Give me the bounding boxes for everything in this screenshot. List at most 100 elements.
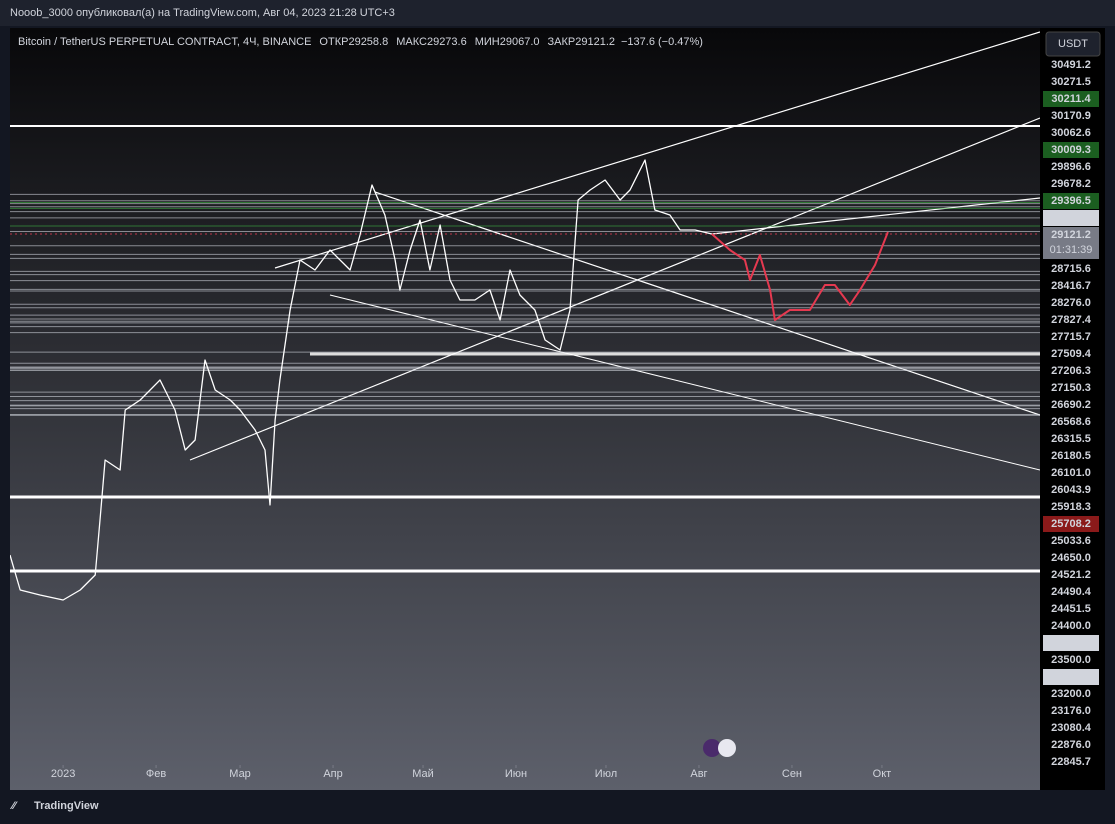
x-tick-label: Июл xyxy=(595,768,617,780)
price-badge xyxy=(1043,261,1099,277)
price-label: 29121.2 xyxy=(1051,229,1091,241)
legend: Bitcoin / TetherUS PERPETUAL CONTRACT, 4… xyxy=(18,36,703,48)
price-badge xyxy=(1043,567,1099,583)
price-badge xyxy=(1043,686,1099,702)
ohlc-name: ЗАКР xyxy=(548,36,576,48)
price-label: 30491.2 xyxy=(1051,59,1091,71)
price-badge xyxy=(1043,550,1099,566)
price-badge xyxy=(1043,465,1099,481)
price-badge xyxy=(1043,635,1099,651)
price-label: 24650.0 xyxy=(1051,552,1091,564)
trend-line xyxy=(374,191,1040,416)
price-label: 23355.0 xyxy=(1051,671,1091,683)
event-icons xyxy=(703,739,736,757)
legend-title: Bitcoin / TetherUS PERPETUAL CONTRACT, 4… xyxy=(18,36,311,48)
price-badge xyxy=(1043,482,1099,498)
price-badge xyxy=(1043,380,1099,396)
currency-button[interactable]: USDT xyxy=(1045,31,1101,57)
price-line xyxy=(10,159,713,601)
price-label: 30170.9 xyxy=(1051,110,1091,122)
price-label: 23500.0 xyxy=(1051,654,1091,666)
price-label: 26043.9 xyxy=(1051,484,1091,496)
price-badge xyxy=(1043,57,1099,73)
ohlc-name: ОТКР xyxy=(319,36,348,48)
plot xyxy=(10,31,1040,601)
price-badge xyxy=(1043,329,1099,345)
trend-line xyxy=(274,31,1040,269)
price-label: 25708.2 xyxy=(1051,518,1091,530)
price-badge xyxy=(1043,618,1099,634)
x-tick-label: Мар xyxy=(229,768,251,780)
price-badge xyxy=(1043,193,1099,209)
price-label: 26690.2 xyxy=(1051,399,1091,411)
price-label: 22876.0 xyxy=(1051,739,1091,751)
countdown: 01:31:39 xyxy=(1050,244,1093,256)
x-tick-label: Авг xyxy=(690,768,707,780)
x-tick-label: Апр xyxy=(323,768,342,780)
price-label: 28715.6 xyxy=(1051,263,1091,275)
price-badge xyxy=(1043,601,1099,617)
price-badge xyxy=(1043,584,1099,600)
price-label: 27206.3 xyxy=(1051,365,1091,377)
price-badge xyxy=(1043,431,1099,447)
header-title: Nooob_3000 опубликовал(а) на TradingView… xyxy=(10,7,395,19)
price-badge xyxy=(1043,669,1099,685)
price-label: 27150.3 xyxy=(1051,382,1091,394)
price-label: 27715.7 xyxy=(1051,331,1091,343)
trend-line xyxy=(329,294,1040,471)
price-label: 28276.0 xyxy=(1051,297,1091,309)
price-label: 25033.6 xyxy=(1051,535,1091,547)
price-badge xyxy=(1043,414,1099,430)
price-badge xyxy=(1043,108,1099,124)
price-badge xyxy=(1043,91,1099,107)
price-label: 30271.5 xyxy=(1051,76,1091,88)
ohlc-value: 29273.6 xyxy=(427,36,467,48)
price-badge xyxy=(1043,533,1099,549)
price-badge xyxy=(1043,720,1099,736)
price-label: 30062.6 xyxy=(1051,127,1091,139)
header-bar xyxy=(0,0,1115,26)
logo: ⁄⁄ xyxy=(9,800,18,812)
price-label: 24490.4 xyxy=(1051,586,1092,598)
price-label: 27509.4 xyxy=(1051,348,1092,360)
price-badge xyxy=(1043,346,1099,362)
price-badge xyxy=(1043,142,1099,158)
price-badge xyxy=(1043,363,1099,379)
price-label: 28416.7 xyxy=(1051,280,1091,292)
ohlc-value: 29258.8 xyxy=(348,36,388,48)
x-tick-label: Сен xyxy=(782,768,802,780)
price-label: 29678.2 xyxy=(1051,178,1091,190)
price-label: 24400.0 xyxy=(1051,620,1091,632)
price-label: 27827.4 xyxy=(1051,314,1092,326)
price-label: 24451.5 xyxy=(1051,603,1091,615)
currency[interactable]: USDT xyxy=(1058,38,1088,50)
price-label: 23650.0 xyxy=(1051,637,1091,649)
currency-button-bg[interactable] xyxy=(1045,31,1101,57)
price-label: 23080.4 xyxy=(1051,722,1092,734)
x-tick-label: Фев xyxy=(146,768,166,780)
price-label: 26101.0 xyxy=(1051,467,1091,479)
price-label: 24521.2 xyxy=(1051,569,1091,581)
ohlc-value: 29121.2 xyxy=(575,36,615,48)
change: −137.6 (−0.47%) xyxy=(621,36,703,48)
icon xyxy=(718,739,736,757)
price-label: 25918.3 xyxy=(1051,501,1091,513)
brand: TradingView xyxy=(34,800,99,812)
price-line xyxy=(711,231,889,321)
x-tick-label: Июн xyxy=(505,768,527,780)
price-label: 22845.7 xyxy=(1051,756,1091,768)
price-badge xyxy=(1043,295,1099,311)
price-badge xyxy=(1043,210,1099,226)
price-badge xyxy=(1043,227,1099,259)
price-label: 23200.0 xyxy=(1051,688,1091,700)
price-badge xyxy=(1043,516,1099,532)
price-label: 30009.3 xyxy=(1051,144,1091,156)
price-badge xyxy=(1043,125,1099,141)
price-label: 29396.5 xyxy=(1051,195,1091,207)
price-label: 26315.5 xyxy=(1051,433,1091,445)
icon xyxy=(703,739,721,757)
price-label: 26568.6 xyxy=(1051,416,1091,428)
price-badge xyxy=(1043,159,1099,175)
